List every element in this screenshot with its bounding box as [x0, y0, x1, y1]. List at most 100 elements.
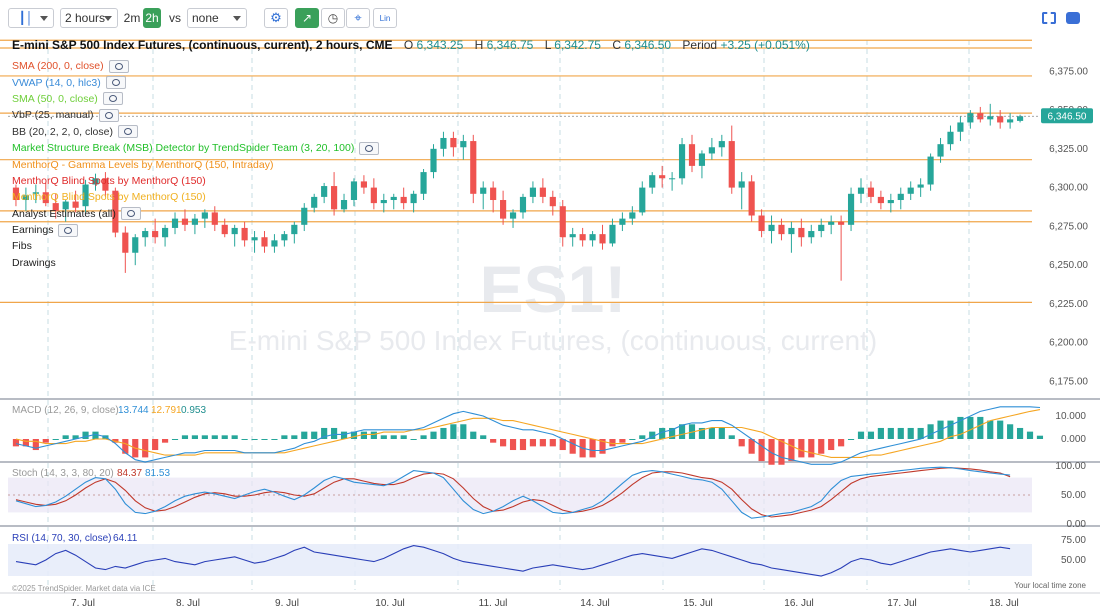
eye-icon[interactable] [117, 125, 138, 139]
candle [698, 150, 706, 179]
indicator-row[interactable]: Fibs [12, 238, 379, 254]
macd-histogram-bar [927, 424, 934, 439]
candle-body [947, 131, 954, 145]
candle-body [211, 212, 218, 225]
eye-icon[interactable] [98, 108, 119, 122]
timezone-label[interactable]: Your local time zone [1014, 581, 1086, 590]
candle [857, 178, 865, 204]
candle-body [400, 196, 407, 204]
candle [987, 103, 994, 126]
trend-tool-button[interactable]: ↗ [295, 8, 319, 28]
macd-histogram-bar [698, 427, 706, 439]
macd-histogram-bar [947, 420, 954, 439]
eye-icon[interactable] [105, 76, 126, 90]
candle-body [42, 192, 49, 204]
time-axis[interactable]: 7. Jul 8. Jul 9. Jul 10. Jul 11. Jul 14. Jul 1… [0, 592, 1100, 609]
fullscreen-icon[interactable] [1042, 12, 1056, 24]
chart-title: E-mini S&P 500 Index Futures, (continuou… [12, 38, 393, 52]
eye-icon[interactable] [102, 92, 123, 106]
candle [748, 175, 755, 222]
candle-body [1016, 116, 1024, 121]
macd-histogram-bar [897, 427, 904, 439]
indicator-row[interactable]: Earnings [12, 222, 379, 238]
time-tick-label: 9. Jul [275, 598, 299, 609]
candles[interactable] [8, 103, 1040, 281]
candle [549, 190, 556, 216]
candle [708, 137, 715, 160]
candle [509, 209, 517, 228]
rsi-panel[interactable]: 75.00 50.00 [8, 535, 1086, 577]
candle-body [142, 231, 149, 238]
macd-value-3: 0.953 [181, 405, 206, 416]
open-value: 6,343.25 [416, 38, 464, 52]
indicator-row[interactable]: MenthorQ Blind Spots by MenthorQ (150) [12, 173, 379, 189]
indicator-row[interactable]: Market Structure Break (MSB) Detector by… [12, 140, 380, 156]
candle [112, 187, 119, 238]
candle-body [669, 178, 676, 180]
candle [490, 181, 497, 213]
indicator-row[interactable]: Analyst Estimates (all) [12, 206, 379, 222]
scale-button[interactable]: Lin [373, 8, 397, 28]
candle [977, 106, 984, 123]
quick-interval-2m[interactable]: 2m [121, 8, 143, 28]
indicator-label: SMA (50, 0, close) [12, 92, 98, 105]
macd-histogram-bar [42, 439, 49, 443]
macd-histogram-bar [301, 431, 308, 439]
indicator-label: VbP (25, manual) [12, 109, 94, 122]
candle-body [688, 144, 696, 166]
candle-body [857, 187, 865, 194]
interval-dropdown[interactable]: 2 hours [60, 8, 118, 28]
eye-icon[interactable] [58, 223, 79, 237]
time-button[interactable]: ◷ [321, 8, 345, 28]
macd-histogram-bar [907, 427, 914, 439]
candle-body [201, 212, 208, 219]
stoch-panel[interactable]: 100.00 50.00 0.00 [8, 461, 1086, 530]
macd-histogram-bar [559, 439, 566, 451]
candle [22, 187, 29, 211]
macd-histogram-bar [271, 439, 278, 440]
indicator-row[interactable]: SMA (200, 0, close) [12, 58, 379, 74]
candle-body [311, 196, 318, 208]
indicator-row[interactable]: VbP (25, manual) [12, 107, 379, 123]
indicator-row[interactable]: MenthorQ - Gamma Levels by MenthorQ (150… [12, 156, 379, 172]
time-tick-label: 10. Jul [375, 598, 404, 609]
candle-body [261, 237, 268, 247]
candle [72, 190, 79, 213]
indicator-row[interactable]: MenthorQ Blind Spots by MenthorQ (150) [12, 189, 379, 205]
vs-label: vs [169, 11, 181, 25]
macd-histogram-bar [430, 431, 437, 439]
candle [519, 193, 527, 219]
indicator-row[interactable]: VWAP (14, 0, hlc3) [12, 74, 379, 90]
settings-button[interactable]: ⚙ [264, 8, 288, 28]
eye-icon[interactable] [359, 141, 380, 155]
candle [52, 193, 59, 219]
candle [1007, 113, 1014, 129]
watermark-name: E-mini S&P 500 Index Futures, (continuou… [229, 325, 877, 356]
macd-tick-label: 10.000 [1055, 411, 1086, 422]
candle [311, 193, 318, 213]
macd-histogram-bar [191, 435, 198, 439]
macd-histogram-bar [480, 435, 487, 439]
macd-tick-label: 0.000 [1061, 434, 1086, 445]
crosshair-button[interactable]: ⌖ [346, 8, 370, 28]
quick-interval-2h[interactable]: 2h [143, 8, 161, 28]
eye-icon[interactable] [108, 59, 129, 73]
indicator-row[interactable]: BB (20, 2, 2, 0, close) [12, 124, 379, 140]
indicator-list: SMA (200, 0, close) VWAP (14, 0, hlc3) SMA… [12, 58, 380, 271]
candle [132, 234, 139, 266]
camera-icon[interactable] [1066, 12, 1080, 24]
time-tick-label: 15. Jul [683, 598, 712, 609]
indicator-row[interactable]: SMA (50, 0, close) [12, 91, 379, 107]
price-tick-label: 6,300.00 [1049, 183, 1088, 194]
chart-type-dropdown[interactable]: ┃│ [8, 8, 54, 28]
candle [221, 218, 228, 238]
indicator-row[interactable]: Drawings [12, 255, 379, 271]
price-axis[interactable]: 6,375.006,350.006,325.006,300.006,275.00… [1041, 66, 1093, 387]
candle [768, 215, 775, 244]
macd-histogram-bar [331, 427, 338, 439]
stoch-tick-label: 0.00 [1067, 519, 1087, 530]
macd-panel[interactable]: 10.000 0.000 [12, 406, 1087, 465]
candle-body [629, 212, 636, 219]
eye-icon[interactable] [120, 207, 141, 221]
compare-dropdown[interactable]: none [187, 8, 247, 28]
